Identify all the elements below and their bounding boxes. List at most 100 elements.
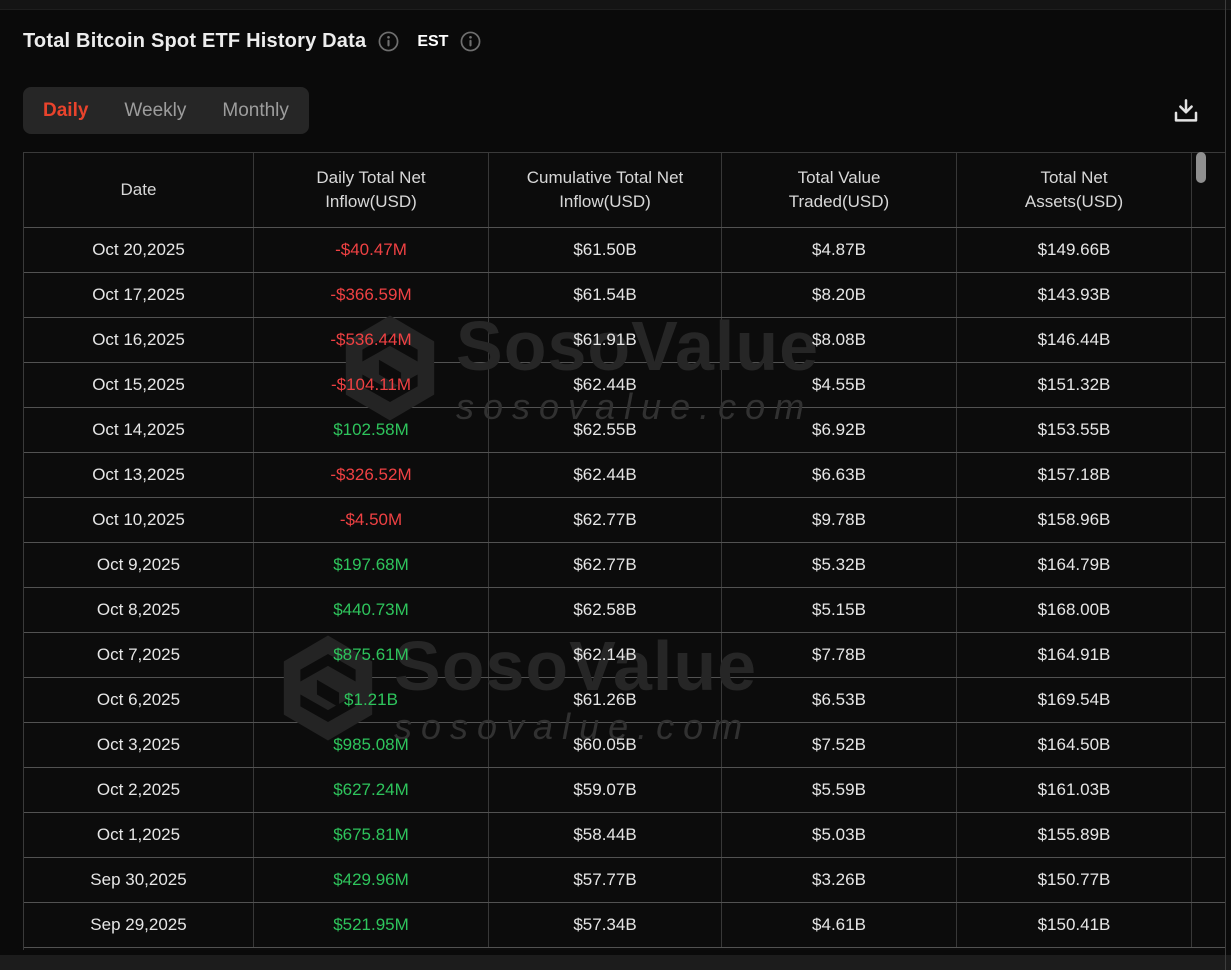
cell-value-traded: $7.52B xyxy=(722,723,957,767)
cell-date: Sep 30,2025 xyxy=(24,858,254,902)
cell-cumulative-inflow: $57.77B xyxy=(489,858,722,902)
column-header-date: Date xyxy=(24,153,254,227)
cell-value-traded: $5.59B xyxy=(722,768,957,812)
cell-cumulative-inflow: $59.07B xyxy=(489,768,722,812)
table-row: Oct 7,2025 $875.61M $62.14B $7.78B $164.… xyxy=(24,633,1225,678)
table-row: Oct 8,2025 $440.73M $62.58B $5.15B $168.… xyxy=(24,588,1225,633)
table-row: Oct 16,2025 -$536.44M $61.91B $8.08B $14… xyxy=(24,318,1225,363)
cell-date: Oct 15,2025 xyxy=(24,363,254,407)
cell-value-traded: $4.61B xyxy=(722,903,957,947)
table-row: Oct 1,2025 $675.81M $58.44B $5.03B $155.… xyxy=(24,813,1225,858)
cell-date: Oct 16,2025 xyxy=(24,318,254,362)
cell-daily-inflow: -$536.44M xyxy=(254,318,489,362)
column-header-label: Total Net xyxy=(1040,168,1108,187)
cell-net-assets: $169.54B xyxy=(957,678,1192,722)
cell-cumulative-inflow: $57.34B xyxy=(489,903,722,947)
cell-daily-inflow: $675.81M xyxy=(254,813,489,857)
cell-value-traded: $8.20B xyxy=(722,273,957,317)
cell-date: Oct 17,2025 xyxy=(24,273,254,317)
column-header-label: Assets(USD) xyxy=(1024,192,1124,211)
cell-cumulative-inflow: $61.54B xyxy=(489,273,722,317)
table-row: Oct 15,2025 -$104.11M $62.44B $4.55B $15… xyxy=(24,363,1225,408)
cell-value-traded: $7.78B xyxy=(722,633,957,677)
info-icon[interactable] xyxy=(378,31,399,52)
column-header-label: Daily Total Net xyxy=(316,168,426,187)
timezone-label: EST xyxy=(417,32,449,50)
right-edge-line xyxy=(1225,0,1226,970)
cell-value-traded: $3.26B xyxy=(722,858,957,902)
vertical-scrollbar xyxy=(1196,152,1206,950)
tab-weekly[interactable]: Weekly xyxy=(124,99,187,121)
scrollbar-thumb[interactable] xyxy=(1196,152,1206,183)
download-button[interactable] xyxy=(1169,93,1203,129)
column-header-label: Cumulative Total Net xyxy=(526,168,684,187)
cell-net-assets: $151.32B xyxy=(957,363,1192,407)
cell-daily-inflow: $875.61M xyxy=(254,633,489,677)
cell-net-assets: $157.18B xyxy=(957,453,1192,497)
cell-daily-inflow: $985.08M xyxy=(254,723,489,767)
cell-date: Oct 9,2025 xyxy=(24,543,254,587)
cell-date: Sep 29,2025 xyxy=(24,903,254,947)
cell-daily-inflow: $197.68M xyxy=(254,543,489,587)
cell-value-traded: $4.55B xyxy=(722,363,957,407)
table-row: Oct 17,2025 -$366.59M $61.54B $8.20B $14… xyxy=(24,273,1225,318)
cell-net-assets: $150.41B xyxy=(957,903,1192,947)
cell-date: Oct 8,2025 xyxy=(24,588,254,632)
table-row: Oct 6,2025 $1.21B $61.26B $6.53B $169.54… xyxy=(24,678,1225,723)
cell-net-assets: $168.00B xyxy=(957,588,1192,632)
column-header-label: Inflow(USD) xyxy=(559,192,651,211)
cell-date: Oct 1,2025 xyxy=(24,813,254,857)
table-body: Oct 20,2025 -$40.47M $61.50B $4.87B $149… xyxy=(24,228,1225,948)
tab-daily[interactable]: Daily xyxy=(43,99,89,121)
cell-cumulative-inflow: $61.50B xyxy=(489,228,722,272)
table-row: Sep 30,2025 $429.96M $57.77B $3.26B $150… xyxy=(24,858,1225,903)
table-row: Sep 29,2025 $521.95M $57.34B $4.61B $150… xyxy=(24,903,1225,948)
page-title: Total Bitcoin Spot ETF History Data xyxy=(23,30,367,52)
cell-date: Oct 6,2025 xyxy=(24,678,254,722)
column-header-cumulative-inflow: Cumulative Total Net Inflow(USD) xyxy=(489,153,722,227)
page-header: Total Bitcoin Spot ETF History Data EST xyxy=(23,30,481,53)
bottom-edge-strip xyxy=(0,955,1231,970)
cell-daily-inflow: $102.58M xyxy=(254,408,489,452)
table-row: Oct 9,2025 $197.68M $62.77B $5.32B $164.… xyxy=(24,543,1225,588)
cell-value-traded: $5.32B xyxy=(722,543,957,587)
cell-cumulative-inflow: $61.91B xyxy=(489,318,722,362)
cell-net-assets: $150.77B xyxy=(957,858,1192,902)
table-row: Oct 2,2025 $627.24M $59.07B $5.59B $161.… xyxy=(24,768,1225,813)
cell-net-assets: $146.44B xyxy=(957,318,1192,362)
cell-net-assets: $155.89B xyxy=(957,813,1192,857)
cell-date: Oct 3,2025 xyxy=(24,723,254,767)
cell-value-traded: $6.53B xyxy=(722,678,957,722)
table-row: Oct 10,2025 -$4.50M $62.77B $9.78B $158.… xyxy=(24,498,1225,543)
cell-value-traded: $5.03B xyxy=(722,813,957,857)
column-header-label: Traded(USD) xyxy=(788,192,890,211)
column-header-daily-inflow: Daily Total Net Inflow(USD) xyxy=(254,153,489,227)
cell-value-traded: $8.08B xyxy=(722,318,957,362)
cell-daily-inflow: $440.73M xyxy=(254,588,489,632)
table-row: Oct 20,2025 -$40.47M $61.50B $4.87B $149… xyxy=(24,228,1225,273)
cell-date: Oct 20,2025 xyxy=(24,228,254,272)
cell-daily-inflow: -$40.47M xyxy=(254,228,489,272)
cell-net-assets: $149.66B xyxy=(957,228,1192,272)
top-edge-strip xyxy=(0,0,1231,10)
cell-net-assets: $153.55B xyxy=(957,408,1192,452)
cell-value-traded: $6.92B xyxy=(722,408,957,452)
tab-monthly[interactable]: Monthly xyxy=(222,99,289,121)
cell-cumulative-inflow: $62.55B xyxy=(489,408,722,452)
cell-cumulative-inflow: $62.77B xyxy=(489,498,722,542)
cell-daily-inflow: $1.21B xyxy=(254,678,489,722)
cell-daily-inflow: $429.96M xyxy=(254,858,489,902)
cell-net-assets: $164.50B xyxy=(957,723,1192,767)
info-icon[interactable] xyxy=(460,31,481,52)
cell-cumulative-inflow: $62.44B xyxy=(489,363,722,407)
cell-value-traded: $6.63B xyxy=(722,453,957,497)
cell-cumulative-inflow: $62.14B xyxy=(489,633,722,677)
cell-cumulative-inflow: $61.26B xyxy=(489,678,722,722)
cell-daily-inflow: -$366.59M xyxy=(254,273,489,317)
cell-net-assets: $161.03B xyxy=(957,768,1192,812)
column-header-value-traded: Total Value Traded(USD) xyxy=(722,153,957,227)
column-header-label: Inflow(USD) xyxy=(325,192,417,211)
column-header-net-assets: Total Net Assets(USD) xyxy=(957,153,1192,227)
cell-daily-inflow: $521.95M xyxy=(254,903,489,947)
cell-cumulative-inflow: $62.44B xyxy=(489,453,722,497)
